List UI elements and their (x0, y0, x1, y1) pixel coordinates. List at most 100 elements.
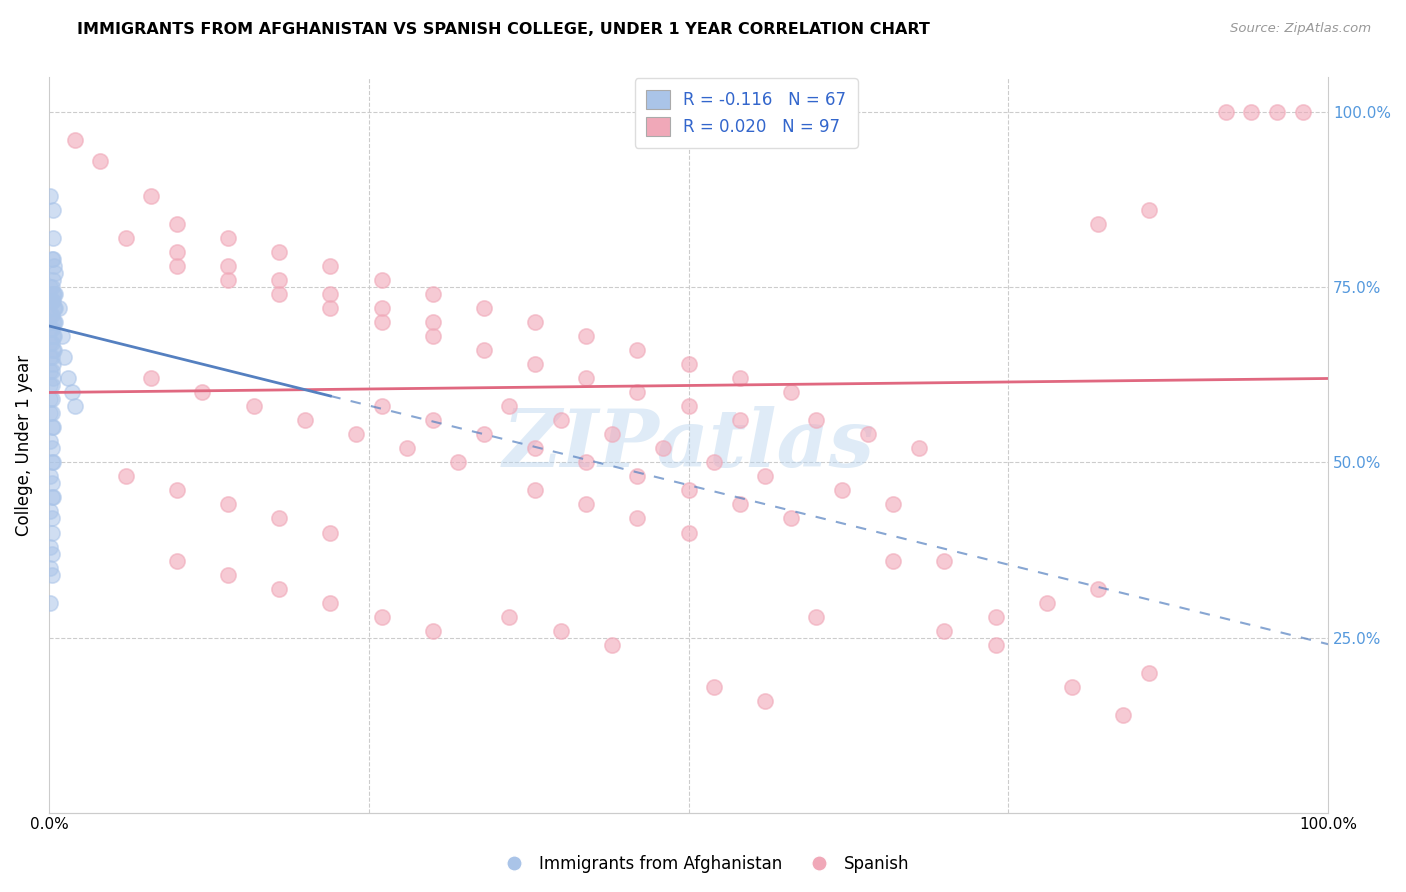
Point (41, 336, 63, 351)
Text: Source: ZipAtlas.com: Source: ZipAtlas.com (1230, 22, 1371, 36)
Point (41, 364, 63, 378)
Text: ZIPatlas: ZIPatlas (502, 406, 875, 483)
Point (41, 511, 63, 525)
Point (524, 316, 547, 330)
Point (41, 322, 63, 336)
Point (41, 476, 63, 491)
Point (42, 252, 65, 267)
Point (934, 553, 956, 567)
Point (626, 385, 648, 400)
Point (217, 273, 239, 287)
Point (728, 371, 751, 385)
Point (422, 624, 444, 638)
Point (856, 427, 879, 442)
Point (1062, 680, 1084, 694)
Point (472, 427, 495, 442)
Point (42, 420, 65, 434)
Point (41, 280, 63, 294)
Point (600, 427, 623, 442)
Point (269, 287, 291, 301)
Point (166, 245, 188, 260)
Point (191, 385, 214, 400)
Point (882, 498, 904, 512)
Point (806, 413, 828, 427)
Point (39, 540, 62, 554)
Point (269, 511, 291, 525)
Point (524, 358, 547, 372)
Point (39, 469, 62, 483)
Point (42, 316, 65, 330)
Point (422, 316, 444, 330)
Point (42, 203, 65, 218)
Point (984, 609, 1007, 624)
Point (422, 413, 444, 427)
Point (498, 609, 520, 624)
Point (498, 400, 520, 414)
Point (1240, 105, 1263, 120)
Point (41, 455, 63, 469)
Point (42, 316, 65, 330)
Legend: Immigrants from Afghanistan, Spanish: Immigrants from Afghanistan, Spanish (491, 848, 915, 880)
Point (269, 245, 291, 260)
Point (1265, 105, 1288, 120)
Point (344, 427, 367, 442)
Point (319, 525, 342, 540)
Point (678, 358, 700, 372)
Point (626, 343, 648, 358)
Point (41, 567, 63, 582)
Point (524, 442, 547, 456)
Point (678, 483, 700, 498)
Point (42, 455, 65, 469)
Point (370, 301, 392, 316)
Point (422, 287, 444, 301)
Point (44, 287, 66, 301)
Legend: R = -0.116   N = 67, R = 0.020   N = 97: R = -0.116 N = 67, R = 0.020 N = 97 (634, 78, 858, 148)
Point (370, 273, 392, 287)
Point (472, 343, 495, 358)
Point (1291, 105, 1313, 120)
Point (319, 595, 342, 609)
Point (524, 483, 547, 498)
Point (53, 351, 76, 365)
Point (550, 624, 572, 638)
Point (42, 491, 65, 505)
Point (294, 413, 316, 427)
Point (575, 455, 598, 469)
Point (44, 316, 66, 330)
Point (41, 392, 63, 407)
Point (575, 371, 598, 385)
Point (42, 231, 65, 245)
Point (269, 273, 291, 287)
Point (39, 309, 62, 323)
Point (600, 638, 623, 652)
Point (114, 231, 136, 245)
Point (907, 442, 929, 456)
Point (217, 567, 239, 582)
Point (42, 329, 65, 343)
Point (728, 498, 751, 512)
Point (652, 442, 675, 456)
Point (51, 329, 73, 343)
Point (41, 294, 63, 309)
Point (41, 407, 63, 421)
Point (370, 400, 392, 414)
Point (39, 322, 62, 336)
Point (39, 336, 62, 351)
Point (39, 189, 62, 203)
Point (166, 483, 188, 498)
Point (39, 294, 62, 309)
Point (42, 294, 65, 309)
Point (1112, 707, 1135, 722)
Point (42, 287, 65, 301)
Point (396, 442, 419, 456)
Point (1087, 218, 1109, 232)
Text: IMMIGRANTS FROM AFGHANISTAN VS SPANISH COLLEGE, UNDER 1 YEAR CORRELATION CHART: IMMIGRANTS FROM AFGHANISTAN VS SPANISH C… (77, 22, 931, 37)
Point (42, 343, 65, 358)
Point (39, 378, 62, 392)
Point (141, 371, 163, 385)
Point (39, 351, 62, 365)
Y-axis label: College, Under 1 year: College, Under 1 year (15, 354, 32, 535)
Point (780, 511, 803, 525)
Point (472, 301, 495, 316)
Point (39, 364, 62, 378)
